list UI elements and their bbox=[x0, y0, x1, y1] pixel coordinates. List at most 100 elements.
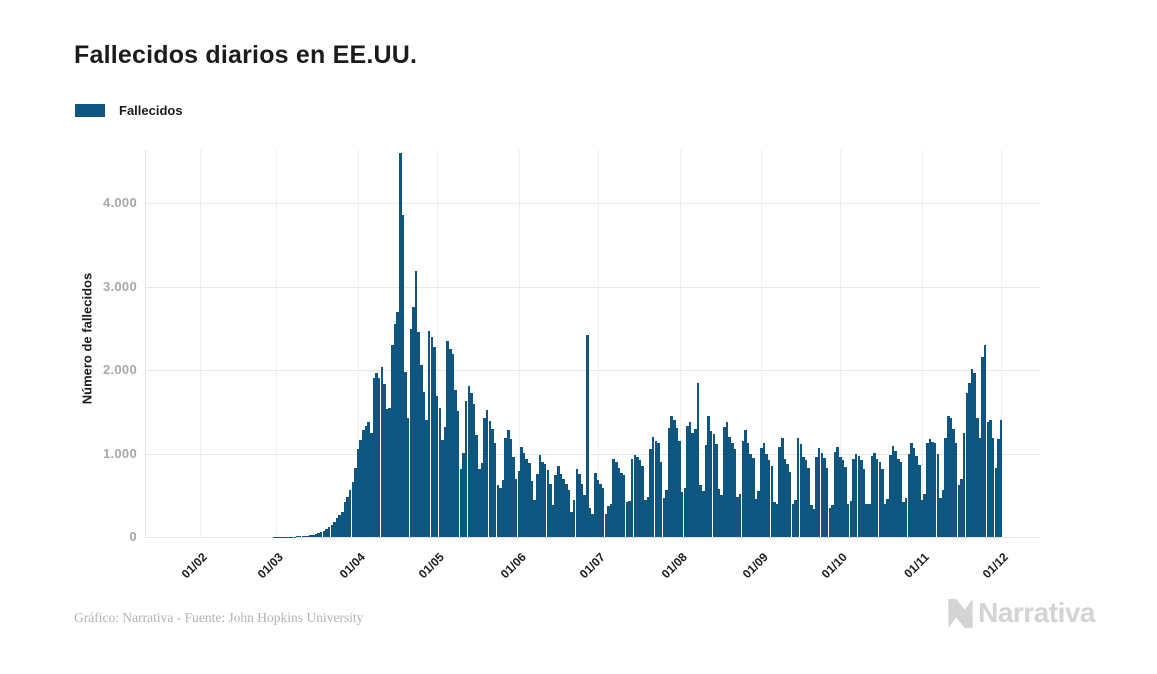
bar bbox=[836, 446, 839, 537]
bar bbox=[812, 509, 816, 537]
bar bbox=[899, 461, 903, 537]
bar bbox=[949, 418, 953, 537]
source-credit: Gráfico: Narrativa - Fuente: John Hopkin… bbox=[74, 610, 364, 625]
bar bbox=[583, 495, 586, 537]
bar bbox=[641, 466, 644, 537]
x-tick-label: 01/05 bbox=[415, 550, 448, 582]
bar bbox=[488, 420, 492, 537]
bar bbox=[983, 344, 987, 537]
bar bbox=[401, 214, 405, 537]
bar bbox=[825, 467, 829, 537]
bar bbox=[846, 504, 850, 537]
bar bbox=[541, 461, 544, 537]
bar bbox=[377, 378, 381, 537]
bar bbox=[309, 535, 312, 537]
x-tick-label: 01/08 bbox=[658, 550, 690, 582]
x-tick-label: 01/09 bbox=[740, 550, 772, 582]
narrativa-logo-text: Narrativa bbox=[978, 597, 1095, 628]
bar bbox=[762, 443, 766, 537]
bar bbox=[699, 485, 702, 537]
bar bbox=[844, 466, 847, 537]
y-tick-label: 3.000 bbox=[102, 278, 137, 294]
bar bbox=[749, 453, 752, 537]
bar bbox=[709, 430, 713, 537]
bar bbox=[994, 467, 998, 537]
bar bbox=[781, 438, 784, 537]
bar bbox=[325, 529, 328, 537]
bar bbox=[565, 483, 568, 537]
gridline-x bbox=[518, 150, 520, 537]
bar bbox=[507, 430, 510, 537]
bar bbox=[443, 426, 447, 537]
bar bbox=[657, 442, 660, 537]
bar bbox=[343, 501, 347, 537]
bar bbox=[601, 487, 605, 537]
bar bbox=[375, 372, 378, 537]
bar bbox=[957, 485, 961, 537]
bar bbox=[335, 517, 339, 537]
gridline-y bbox=[145, 537, 1040, 538]
bar bbox=[744, 430, 747, 537]
bar bbox=[794, 500, 797, 537]
bar bbox=[449, 349, 452, 537]
bar bbox=[530, 481, 534, 537]
bar bbox=[733, 449, 737, 537]
bar bbox=[417, 332, 420, 537]
bar bbox=[815, 456, 818, 537]
bar bbox=[330, 524, 333, 537]
y-tick-label: 4.000 bbox=[102, 195, 137, 210]
bar bbox=[712, 434, 716, 537]
bar bbox=[370, 432, 373, 537]
bar bbox=[891, 445, 895, 537]
bar bbox=[791, 503, 795, 537]
gridline-y bbox=[145, 286, 1040, 288]
bar bbox=[483, 417, 486, 537]
bar bbox=[883, 504, 887, 537]
bar bbox=[986, 421, 990, 537]
gridline-x bbox=[840, 150, 842, 537]
bar bbox=[348, 490, 352, 537]
bar bbox=[841, 460, 845, 537]
bar bbox=[673, 420, 676, 537]
bar bbox=[857, 456, 860, 537]
x-tick-label: 01/04 bbox=[336, 550, 368, 582]
bar bbox=[351, 481, 355, 537]
bar bbox=[612, 459, 615, 537]
bar bbox=[889, 455, 892, 537]
bar bbox=[525, 459, 528, 537]
bar bbox=[385, 409, 389, 537]
bar bbox=[675, 428, 679, 537]
narrativa-logo-icon bbox=[948, 598, 973, 628]
bar bbox=[831, 505, 834, 537]
bar bbox=[420, 364, 423, 537]
bar bbox=[372, 378, 376, 537]
bar bbox=[633, 455, 637, 537]
bar bbox=[962, 432, 966, 537]
bar bbox=[944, 437, 947, 537]
bar bbox=[475, 435, 478, 537]
gridline-x bbox=[200, 150, 201, 537]
bar bbox=[849, 501, 853, 537]
bar bbox=[920, 500, 924, 537]
bar bbox=[562, 478, 565, 537]
bar bbox=[694, 429, 697, 537]
bar bbox=[865, 503, 868, 537]
bar bbox=[404, 371, 407, 537]
legend-swatch bbox=[75, 104, 105, 117]
gridline-x bbox=[761, 150, 763, 537]
bar bbox=[902, 501, 905, 537]
bar bbox=[981, 357, 984, 537]
bar bbox=[651, 436, 655, 537]
bar bbox=[414, 271, 418, 537]
bar bbox=[462, 452, 465, 537]
bar bbox=[878, 461, 882, 537]
bar bbox=[533, 500, 536, 537]
bar bbox=[646, 496, 650, 537]
bar bbox=[396, 311, 399, 537]
bar bbox=[528, 462, 531, 537]
bar bbox=[997, 439, 1000, 537]
bar bbox=[570, 511, 573, 537]
bar bbox=[435, 395, 439, 537]
bar bbox=[923, 494, 926, 537]
